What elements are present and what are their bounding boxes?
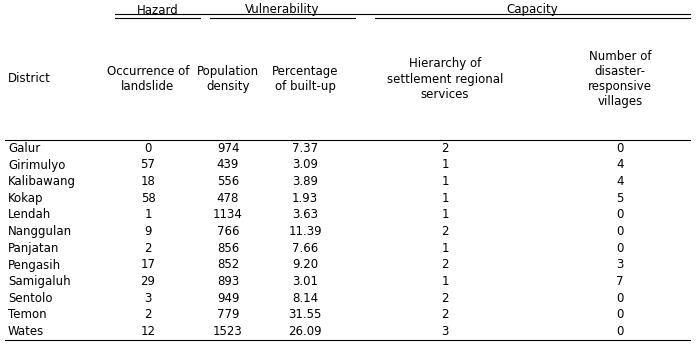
- Text: 0: 0: [616, 308, 624, 321]
- Text: 0: 0: [144, 142, 152, 155]
- Text: 3.09: 3.09: [292, 158, 318, 171]
- Text: 2: 2: [441, 308, 449, 321]
- Text: 7.66: 7.66: [292, 242, 318, 255]
- Text: 31.55: 31.55: [288, 308, 322, 321]
- Text: 1: 1: [441, 208, 449, 221]
- Text: 852: 852: [217, 258, 239, 271]
- Text: 1134: 1134: [213, 208, 243, 221]
- Text: 12: 12: [141, 325, 155, 338]
- Text: 2: 2: [144, 308, 152, 321]
- Text: 4: 4: [616, 158, 624, 171]
- Text: 26.09: 26.09: [288, 325, 322, 338]
- Text: 5: 5: [616, 192, 624, 205]
- Text: 1.93: 1.93: [292, 192, 318, 205]
- Text: 17: 17: [141, 258, 155, 271]
- Text: 29: 29: [141, 275, 155, 288]
- Text: Girimulyo: Girimulyo: [8, 158, 65, 171]
- Text: Kokap: Kokap: [8, 192, 43, 205]
- Text: 766: 766: [217, 225, 239, 238]
- Text: Capacity: Capacity: [507, 4, 559, 17]
- Text: 1: 1: [441, 175, 449, 188]
- Text: Hazard: Hazard: [136, 4, 178, 17]
- Text: Kalibawang: Kalibawang: [8, 175, 76, 188]
- Text: 439: 439: [217, 158, 239, 171]
- Text: 0: 0: [616, 325, 624, 338]
- Text: 1: 1: [441, 275, 449, 288]
- Text: 3: 3: [144, 292, 152, 305]
- Text: 949: 949: [217, 292, 239, 305]
- Text: Nanggulan: Nanggulan: [8, 225, 72, 238]
- Text: Wates: Wates: [8, 325, 44, 338]
- Text: 2: 2: [441, 142, 449, 155]
- Text: 3.01: 3.01: [292, 275, 318, 288]
- Text: Sentolo: Sentolo: [8, 292, 52, 305]
- Text: 0: 0: [616, 242, 624, 255]
- Text: Samigaluh: Samigaluh: [8, 275, 71, 288]
- Text: 11.39: 11.39: [288, 225, 322, 238]
- Text: 9.20: 9.20: [292, 258, 318, 271]
- Text: 0: 0: [616, 208, 624, 221]
- Text: Temon: Temon: [8, 308, 47, 321]
- Text: 57: 57: [141, 158, 155, 171]
- Text: 0: 0: [616, 142, 624, 155]
- Text: 779: 779: [217, 308, 239, 321]
- Text: 856: 856: [217, 242, 239, 255]
- Text: 2: 2: [441, 258, 449, 271]
- Text: 4: 4: [616, 175, 624, 188]
- Text: 7: 7: [616, 275, 624, 288]
- Text: Pengasih: Pengasih: [8, 258, 61, 271]
- Text: 974: 974: [217, 142, 239, 155]
- Text: 478: 478: [217, 192, 239, 205]
- Text: 3.89: 3.89: [292, 175, 318, 188]
- Text: 3.63: 3.63: [292, 208, 318, 221]
- Text: 2: 2: [144, 242, 152, 255]
- Text: 1: 1: [441, 158, 449, 171]
- Text: 3: 3: [441, 325, 449, 338]
- Text: Galur: Galur: [8, 142, 41, 155]
- Text: 18: 18: [141, 175, 155, 188]
- Text: District: District: [8, 73, 51, 86]
- Text: 0: 0: [616, 225, 624, 238]
- Text: Vulnerability: Vulnerability: [245, 4, 320, 17]
- Text: 1: 1: [441, 192, 449, 205]
- Text: 2: 2: [441, 225, 449, 238]
- Text: Hierarchy of
settlement regional
services: Hierarchy of settlement regional service…: [387, 57, 503, 101]
- Text: Number of
disaster-
responsive
villages: Number of disaster- responsive villages: [588, 50, 652, 108]
- Text: 8.14: 8.14: [292, 292, 318, 305]
- Text: 556: 556: [217, 175, 239, 188]
- Text: 3: 3: [616, 258, 624, 271]
- Text: 58: 58: [141, 192, 155, 205]
- Text: Population
density: Population density: [197, 65, 259, 93]
- Text: Occurrence of
landslide: Occurrence of landslide: [107, 65, 189, 93]
- Text: 2: 2: [441, 292, 449, 305]
- Text: 1: 1: [441, 242, 449, 255]
- Text: 0: 0: [616, 292, 624, 305]
- Text: 893: 893: [217, 275, 239, 288]
- Text: Panjatan: Panjatan: [8, 242, 60, 255]
- Text: 9: 9: [144, 225, 152, 238]
- Text: 1523: 1523: [213, 325, 243, 338]
- Text: Lendah: Lendah: [8, 208, 51, 221]
- Text: 7.37: 7.37: [292, 142, 318, 155]
- Text: 1: 1: [144, 208, 152, 221]
- Text: Percentage
of built-up: Percentage of built-up: [272, 65, 338, 93]
